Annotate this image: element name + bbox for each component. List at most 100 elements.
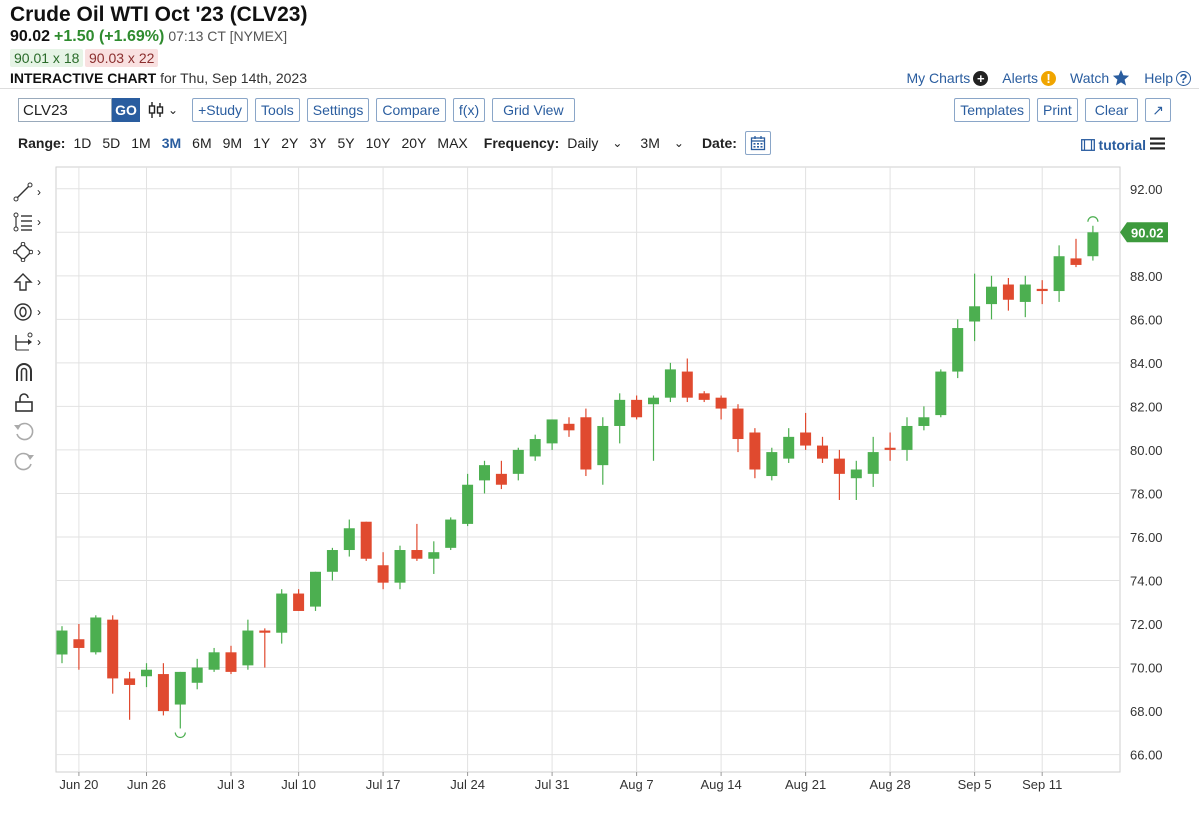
fibonacci-tool[interactable]: › [13,210,51,234]
candle-down [377,552,389,590]
templates-button[interactable]: Templates [954,98,1030,122]
candle-body [428,552,440,559]
range-6m[interactable]: 6M [192,135,212,151]
candle-down [1002,277,1014,311]
trendline-tool[interactable]: › [13,180,51,204]
range-10y[interactable]: 10Y [365,135,391,151]
price-chart[interactable]: 66.00 68.00 70.00 72.00 74.00 76.00 78.00 80.00… [55,166,1168,793]
candle-up [174,671,186,729]
tools-button[interactable]: Tools [255,98,300,122]
candle-body [969,306,981,322]
candle-up [428,541,440,574]
x-tick-label: Sep 11 [1022,777,1062,792]
clear-button[interactable]: Clear [1084,98,1139,122]
y-tick-label: 68.00 [1130,704,1163,719]
range-2y[interactable]: 2Y [281,135,299,151]
undo-icon [14,422,34,441]
candle-up [597,417,609,485]
arrow-tool[interactable]: › [13,270,51,294]
grid-view-button[interactable]: Grid View [492,98,575,122]
candle-body [529,439,541,457]
help-link[interactable]: Help ? [1144,70,1191,86]
y-tick-label: 66.00 [1130,748,1163,763]
range-9m[interactable]: 9M [222,135,243,151]
calendar-icon [750,136,766,151]
candle-body [935,371,947,416]
frequency-label: Frequency: [483,135,560,151]
range-5y[interactable]: 5Y [337,135,355,151]
tutorial-link[interactable]: tutorial [1080,137,1146,153]
candle-down [124,671,136,720]
plot-frame [55,166,1121,773]
go-button[interactable]: GO [112,98,140,122]
candle-body [631,399,643,418]
x-tick-label: Jul 17 [366,777,401,792]
shape-tool[interactable]: › [13,240,51,264]
hamburger-menu-button[interactable] [1150,137,1165,155]
candle-body [90,617,102,653]
undo-tool[interactable] [13,420,51,444]
toolbar-right: Templates Print Clear ↗ [954,98,1171,122]
expand-button[interactable]: ↗ [1145,98,1171,122]
candle-down [259,628,271,668]
chevron-right-icon: › [37,275,41,289]
candle-down [1070,238,1082,268]
range-5d[interactable]: 5D [102,135,121,151]
range-3m[interactable]: 3M [161,135,182,151]
print-button[interactable]: Print [1037,98,1078,122]
chevron-right-icon: › [37,305,41,319]
x-tick-label: Sep 5 [958,777,992,792]
candle-body [766,452,778,477]
my-charts-label: My Charts [906,70,971,86]
candle-body [174,671,186,705]
frequency-select[interactable]: Daily ⌄ [567,135,622,151]
candle-up [326,547,338,581]
study-button[interactable]: +Study [192,98,249,122]
range-20y[interactable]: 20Y [401,135,427,151]
candle-up [664,362,676,403]
magnet-tool[interactable] [13,360,51,384]
settings-button[interactable]: Settings [306,98,370,122]
candle-down [631,395,643,420]
frequency-value: Daily [567,135,599,151]
ask-badge: 90.03 x 22 [85,49,159,67]
alerts-link[interactable]: Alerts ! [1002,70,1057,86]
compare-button[interactable]: Compare [376,98,446,122]
x-tick-label: Aug 21 [785,777,826,792]
candle-body [1070,258,1082,265]
price-change: +1.50 (+1.69%) [54,28,165,45]
header-divider [0,88,1199,89]
date-picker-button[interactable] [744,131,771,155]
symbol-input[interactable]: CLV23 [18,98,112,122]
chevron-right-icon: › [37,245,41,259]
period-select[interactable]: 3M ⌄ [640,135,684,151]
candle-down [360,521,372,561]
candle-up [276,589,288,644]
candle-body [462,484,474,524]
redo-tool[interactable] [13,450,51,474]
star-icon [1113,69,1130,86]
candle-up [56,626,68,664]
chart-type-selector[interactable]: ⌄ [148,101,178,119]
candle-up [141,663,152,688]
range-1d[interactable]: 1D [73,135,92,151]
watch-link[interactable]: Watch [1070,69,1130,87]
range-1m[interactable]: 1M [131,135,151,151]
magnet-icon [16,363,32,381]
annotation-tool[interactable]: › [13,300,51,324]
candle-up [952,319,964,379]
candle-body [800,432,812,446]
range-1y[interactable]: 1Y [253,135,271,151]
candle-down [107,615,119,694]
range-3y[interactable]: 3Y [309,135,327,151]
candle-down [1036,280,1048,305]
range-max[interactable]: MAX [437,135,468,151]
my-charts-link[interactable]: My Charts + [906,70,989,86]
lock-tool[interactable] [13,390,51,414]
y-tick-label: 86.00 [1130,312,1163,327]
function-button[interactable]: f(x) [452,98,486,122]
measure-tool[interactable]: › [13,330,51,354]
x-tick-label: Jul 31 [535,777,570,792]
candle-body [141,669,152,677]
chevron-right-icon: › [37,335,41,349]
